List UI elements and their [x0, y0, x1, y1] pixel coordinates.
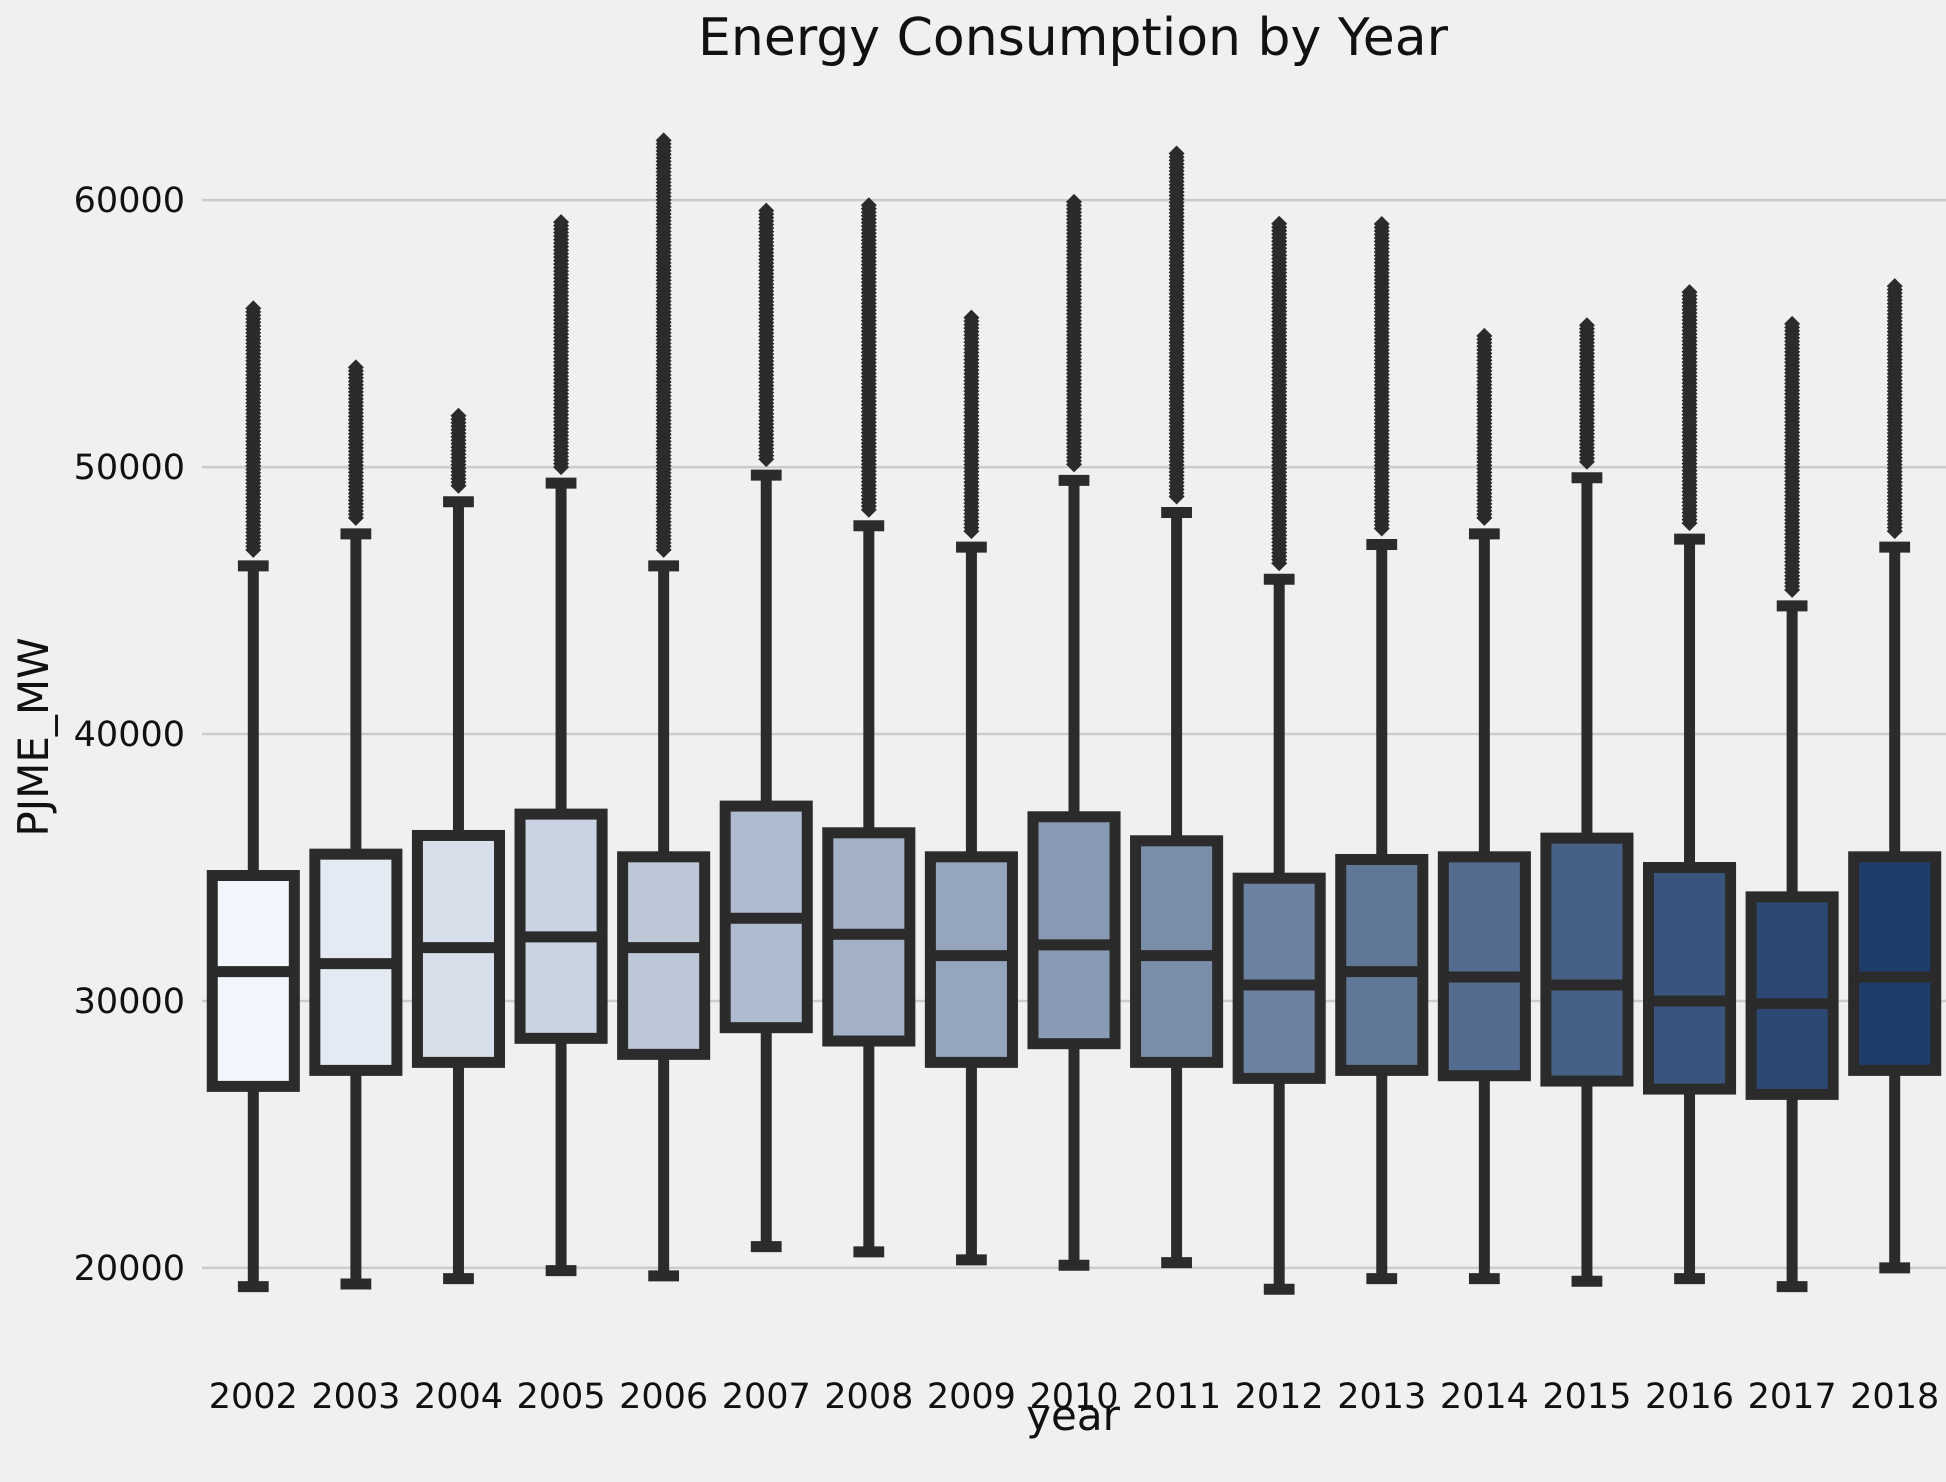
x-tick-label: 2004	[414, 1377, 503, 1417]
box-2016	[1642, 284, 1737, 1285]
outliers	[1271, 215, 1288, 572]
box-2017	[1745, 315, 1839, 1293]
outliers	[553, 214, 570, 476]
x-axis-label: year	[1026, 1391, 1120, 1440]
outliers	[245, 300, 262, 558]
outliers	[1681, 284, 1698, 532]
x-tick-label: 2009	[927, 1377, 1016, 1417]
box-2007	[719, 202, 813, 1253]
outlier-point	[1168, 145, 1185, 162]
outlier-point	[655, 132, 672, 149]
outlier-point	[963, 309, 980, 326]
x-tick-label: 2012	[1235, 1377, 1324, 1417]
y-tick-labels: 20000 30000 40000 50000 60000	[74, 181, 185, 1289]
outliers	[450, 407, 467, 494]
outlier-point	[1886, 278, 1903, 295]
box-2004	[411, 407, 506, 1285]
outliers	[860, 197, 877, 518]
x-tick-label: 2005	[517, 1377, 606, 1417]
x-tick-label: 2016	[1645, 1377, 1734, 1417]
box-2011	[1130, 145, 1224, 1269]
x-tick-label: 2006	[619, 1377, 708, 1417]
iqr-box	[1335, 853, 1429, 1076]
x-tick-label: 2007	[722, 1377, 811, 1417]
outlier-point	[1681, 284, 1698, 301]
box-2013	[1335, 215, 1429, 1285]
chart-title: Energy Consumption by Year	[698, 8, 1449, 68]
box-2005	[514, 214, 608, 1277]
box-2006	[617, 132, 711, 1282]
box-2002	[206, 300, 300, 1293]
y-axis-label: PJME_MW	[9, 637, 58, 836]
y-tick-label: 40000	[74, 715, 185, 755]
iqr-box	[206, 870, 300, 1092]
iqr-box	[1848, 851, 1942, 1076]
iqr-box	[1642, 862, 1737, 1095]
x-tick-labels: 2002 2003 2004 2005 2006 2007 2008 2009 2010 2011…	[209, 1377, 1939, 1417]
outliers	[963, 309, 980, 540]
outlier-point	[758, 202, 775, 219]
outlier-point	[1784, 315, 1801, 332]
outlier-point	[860, 197, 877, 214]
outliers	[1784, 315, 1801, 598]
x-tick-label: 2011	[1132, 1377, 1221, 1417]
outliers	[655, 132, 672, 558]
x-tick-label: 2015	[1542, 1377, 1631, 1417]
outliers	[1168, 145, 1185, 505]
iqr-box	[1437, 851, 1531, 1082]
box-2010	[1027, 193, 1121, 1271]
boxes	[206, 132, 1942, 1295]
outlier-point	[1373, 215, 1390, 232]
box-2018	[1848, 278, 1942, 1274]
outliers	[1066, 193, 1082, 473]
outlier-point	[347, 359, 364, 376]
outlier-point	[553, 214, 570, 231]
x-tick-label: 2014	[1440, 1377, 1529, 1417]
outliers	[758, 202, 775, 468]
outliers	[1476, 327, 1493, 526]
iqr-box	[617, 851, 711, 1060]
x-tick-label: 2013	[1337, 1377, 1426, 1417]
outlier-point	[1578, 317, 1595, 334]
iqr-box	[1745, 891, 1839, 1100]
outliers	[347, 359, 364, 526]
box-2003	[309, 359, 403, 1290]
y-tick-label: 60000	[74, 181, 185, 221]
outlier-point	[1271, 215, 1288, 232]
iqr-box	[514, 808, 608, 1044]
iqr-box	[1540, 832, 1634, 1087]
outliers	[1373, 215, 1390, 537]
outlier-point	[1476, 327, 1493, 344]
box-2009	[924, 309, 1018, 1266]
box-2012	[1232, 215, 1326, 1295]
x-tick-label: 2002	[209, 1377, 298, 1417]
x-tick-label: 2017	[1748, 1377, 1837, 1417]
x-tick-label: 2018	[1850, 1377, 1939, 1417]
x-tick-label: 2010	[1029, 1377, 1118, 1417]
box-2008	[822, 197, 916, 1258]
y-tick-label: 50000	[74, 448, 185, 488]
outlier-point	[1066, 193, 1082, 210]
y-tick-label: 20000	[74, 1249, 185, 1289]
y-tick-label: 30000	[74, 982, 185, 1022]
box-2015	[1540, 317, 1634, 1287]
outliers	[1886, 278, 1903, 540]
iqr-box	[1027, 811, 1121, 1050]
x-tick-label: 2003	[311, 1377, 400, 1417]
outlier-point	[245, 300, 262, 317]
x-tick-label: 2008	[824, 1377, 913, 1417]
iqr-box	[1232, 872, 1326, 1084]
outlier-point	[450, 407, 467, 424]
outliers	[1578, 317, 1595, 470]
box-2014	[1437, 327, 1531, 1285]
